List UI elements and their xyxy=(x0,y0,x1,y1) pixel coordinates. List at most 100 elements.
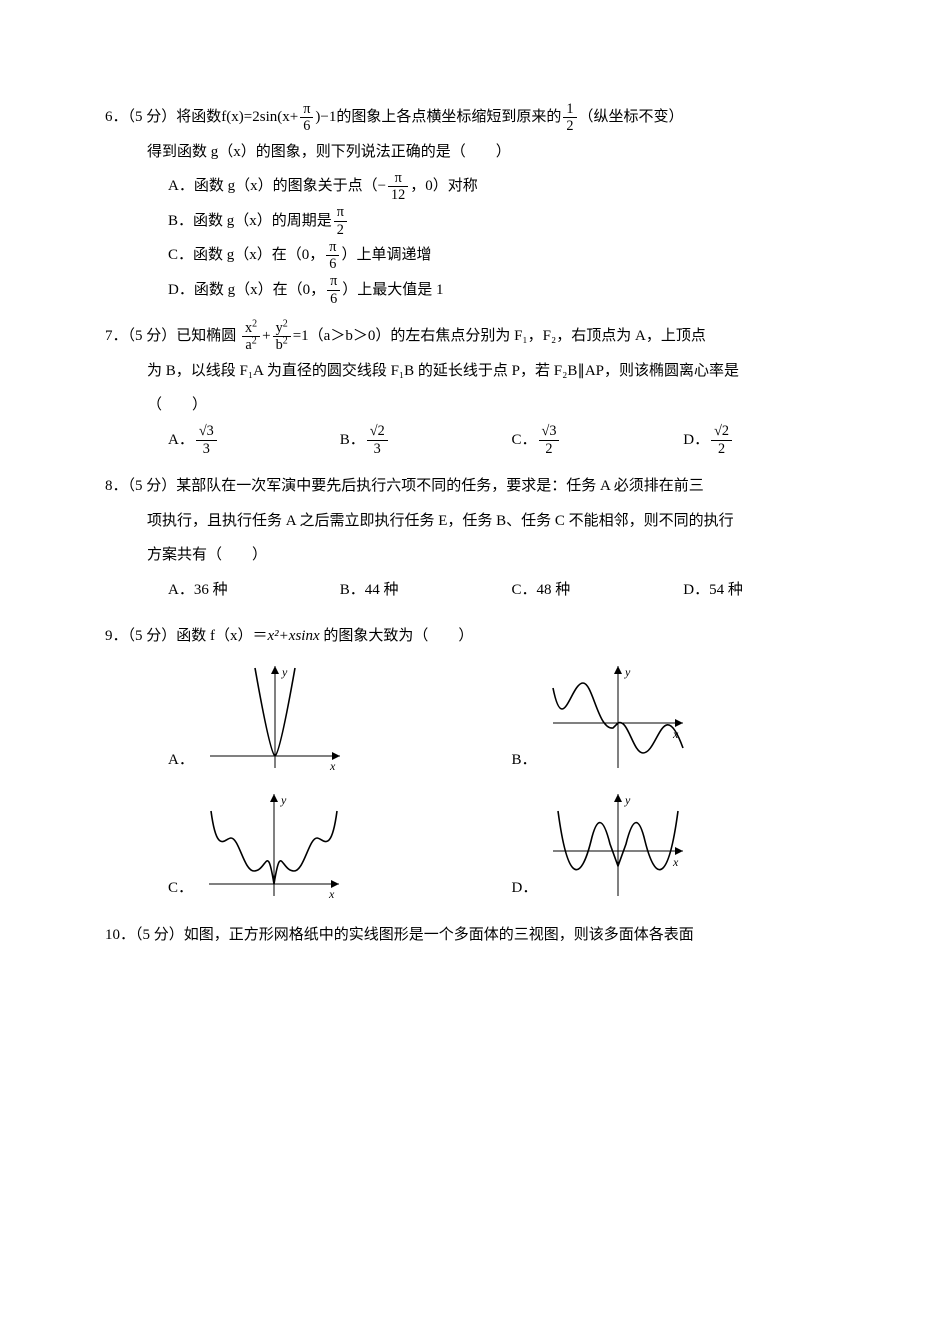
q9-graph-row-2: C． y x D． y x xyxy=(105,786,855,906)
optC-frac: √32 xyxy=(539,424,560,456)
y-label: y xyxy=(281,665,288,679)
q10-text: 如图，正方形网格纸中的实线图形是一个多面体的三视图，则该多面体各表面 xyxy=(184,927,694,943)
frac-num: π xyxy=(300,102,313,118)
q6-option-b: B．函数 g（x）的周期是π2 xyxy=(105,204,855,239)
frac-num: π xyxy=(326,240,339,256)
q9-text-b: 的图象大致为（ ） xyxy=(320,628,474,644)
q7-number: 7．（5 分） xyxy=(105,328,176,344)
frac-num: y2 xyxy=(273,321,291,337)
q7-frac-x2-a2: x2a2 xyxy=(242,321,260,353)
var-y: y xyxy=(276,320,283,336)
q8-option-a: A．36 种 xyxy=(168,573,340,608)
q9-graph-c: y x xyxy=(199,786,349,906)
optA-post: ，0）对称 xyxy=(410,178,478,194)
frac-num: √2 xyxy=(367,424,388,440)
q9-number: 9．（5 分） xyxy=(105,628,176,644)
optC-pre: C． xyxy=(512,432,537,448)
y-arrow-icon xyxy=(614,666,622,674)
q9-label-b: B． xyxy=(512,743,537,778)
frac-den: 2 xyxy=(539,441,560,456)
q8-stem-line3: 方案共有（ ） xyxy=(105,538,855,573)
optC-frac: π6 xyxy=(326,240,339,272)
frac-num: √3 xyxy=(196,424,217,440)
x-label: x xyxy=(328,887,335,901)
frac-den: 3 xyxy=(196,441,217,456)
q9-stem: 9．（5 分）函数 f（x）＝x²+xsinx 的图象大致为（ ） xyxy=(105,619,855,654)
q8-stem-line1: 8．（5 分）某部队在一次军演中要先后执行六项不同的任务，要求是：任务 A 必须… xyxy=(105,469,855,504)
q8-option-b: B．44 种 xyxy=(340,573,512,608)
optA-frac: √33 xyxy=(196,424,217,456)
question-9: 9．（5 分）函数 f（x）＝x²+xsinx 的图象大致为（ ） A． y x… xyxy=(105,619,855,906)
frac-num: √3 xyxy=(539,424,560,440)
frac-num: π xyxy=(388,171,408,187)
frac-den: 3 xyxy=(367,441,388,456)
q9-formula: x²+xsinx xyxy=(268,628,320,644)
frac-num: π xyxy=(327,274,340,290)
q7-stem-line3: （ ） xyxy=(105,388,855,423)
q10-stem: 10．（5 分）如图，正方形网格纸中的实线图形是一个多面体的三视图，则该多面体各… xyxy=(105,918,855,953)
question-7: 7．（5 分）已知椭圆 x2a2+y2b2=1（a＞b＞0）的左右焦点分别为 F… xyxy=(105,319,855,457)
q6-formula-b: )−1 xyxy=(315,109,336,125)
x-arrow-icon xyxy=(675,847,683,855)
q7-stem-line2: 为 B，以线段 F₁A 为直径的圆交线段 F₁B 的延长线于点 P，若 F₂B∥… xyxy=(105,354,855,389)
question-8: 8．（5 分）某部队在一次军演中要先后执行六项不同的任务，要求是：任务 A 必须… xyxy=(105,469,855,607)
q10-number: 10．（5 分） xyxy=(105,927,184,943)
q7-stem-line1: 7．（5 分）已知椭圆 x2a2+y2b2=1（a＞b＞0）的左右焦点分别为 F… xyxy=(105,319,855,354)
q6-text-b: 的图象上各点横坐标缩短到原来的 xyxy=(336,109,561,125)
q9-cell-c: C． y x xyxy=(168,786,512,906)
q6-text-a: 将函数 xyxy=(176,109,221,125)
frac-den: 12 xyxy=(388,187,408,202)
q8-options: A．36 种 B．44 种 C．48 种 D．54 种 xyxy=(105,573,855,608)
optB-frac: √23 xyxy=(367,424,388,456)
q7-text-a: 已知椭圆 xyxy=(176,328,236,344)
optA-frac: π12 xyxy=(388,171,408,203)
q6-option-a: A．函数 g（x）的图象关于点（−π12，0）对称 xyxy=(105,169,855,204)
frac-den: b2 xyxy=(273,337,291,352)
optC-pre: C．函数 g（x）在（0， xyxy=(168,247,324,263)
q9-graph-b: y x xyxy=(543,658,693,778)
q6-number: 6．（5 分） xyxy=(105,109,176,125)
frac-den: a2 xyxy=(242,337,260,352)
q7-options: A．√33 B．√23 C．√32 D．√22 xyxy=(105,423,855,458)
q7-option-d: D．√22 xyxy=(683,423,855,458)
q6-frac-pi-6: π6 xyxy=(300,102,313,134)
frac-den: 2 xyxy=(563,118,576,133)
question-10: 10．（5 分）如图，正方形网格纸中的实线图形是一个多面体的三视图，则该多面体各… xyxy=(105,918,855,953)
x-arrow-icon xyxy=(675,719,683,727)
q7-option-b: B．√23 xyxy=(340,423,512,458)
optD-pre: D．函数 g（x）在（0， xyxy=(168,282,325,298)
q9-graph-row-1: A． y x B． y x xyxy=(105,658,855,778)
optA-pre: A． xyxy=(168,432,194,448)
q6-option-d: D．函数 g（x）在（0，π6）上最大值是 1 xyxy=(105,273,855,308)
q9-graph-d: y x xyxy=(543,786,693,906)
frac-num: √2 xyxy=(711,424,732,440)
q6-frac-1-2: 12 xyxy=(563,102,576,134)
q9-cell-d: D． y x xyxy=(512,786,856,906)
frac-den: 2 xyxy=(711,441,732,456)
question-6: 6．（5 分）将函数f(x)=2sin(x+π6)−1的图象上各点横坐标缩短到原… xyxy=(105,100,855,307)
frac-den: 6 xyxy=(300,118,313,133)
optC-post: ）上单调递增 xyxy=(341,247,431,263)
plus-sign: + xyxy=(262,328,270,344)
optB-pre: B．函数 g（x）的周期是 xyxy=(168,213,332,229)
q8-text: 某部队在一次军演中要先后执行六项不同的任务，要求是：任务 A 必须排在前三 xyxy=(176,478,704,494)
q8-number: 8．（5 分） xyxy=(105,478,176,494)
q8-option-c: C．48 种 xyxy=(512,573,684,608)
q9-label-a: A． xyxy=(168,743,194,778)
frac-num: π xyxy=(334,205,347,221)
optB-frac: π2 xyxy=(334,205,347,237)
optD-frac: √22 xyxy=(711,424,732,456)
y-label: y xyxy=(624,793,631,807)
frac-den: 6 xyxy=(326,256,339,271)
optD-pre: D． xyxy=(683,432,709,448)
q9-text-a: 函数 f（x）＝ xyxy=(176,628,267,644)
q9-label-c: C． xyxy=(168,871,193,906)
q6-stem-line2: 得到函数 g（x）的图象，则下列说法正确的是（ ） xyxy=(105,135,855,170)
y-label: y xyxy=(280,793,287,807)
x-label: x xyxy=(672,855,679,869)
optA-pre: A．函数 g（x）的图象关于点（− xyxy=(168,178,386,194)
optB-pre: B． xyxy=(340,432,365,448)
y-arrow-icon xyxy=(271,666,279,674)
q6-formula-a: f(x)=2sin(x+ xyxy=(221,109,298,125)
q7-eq-text: =1（a＞b＞0）的左右焦点分别为 F₁，F₂，右顶点为 A，上顶点 xyxy=(293,328,706,344)
